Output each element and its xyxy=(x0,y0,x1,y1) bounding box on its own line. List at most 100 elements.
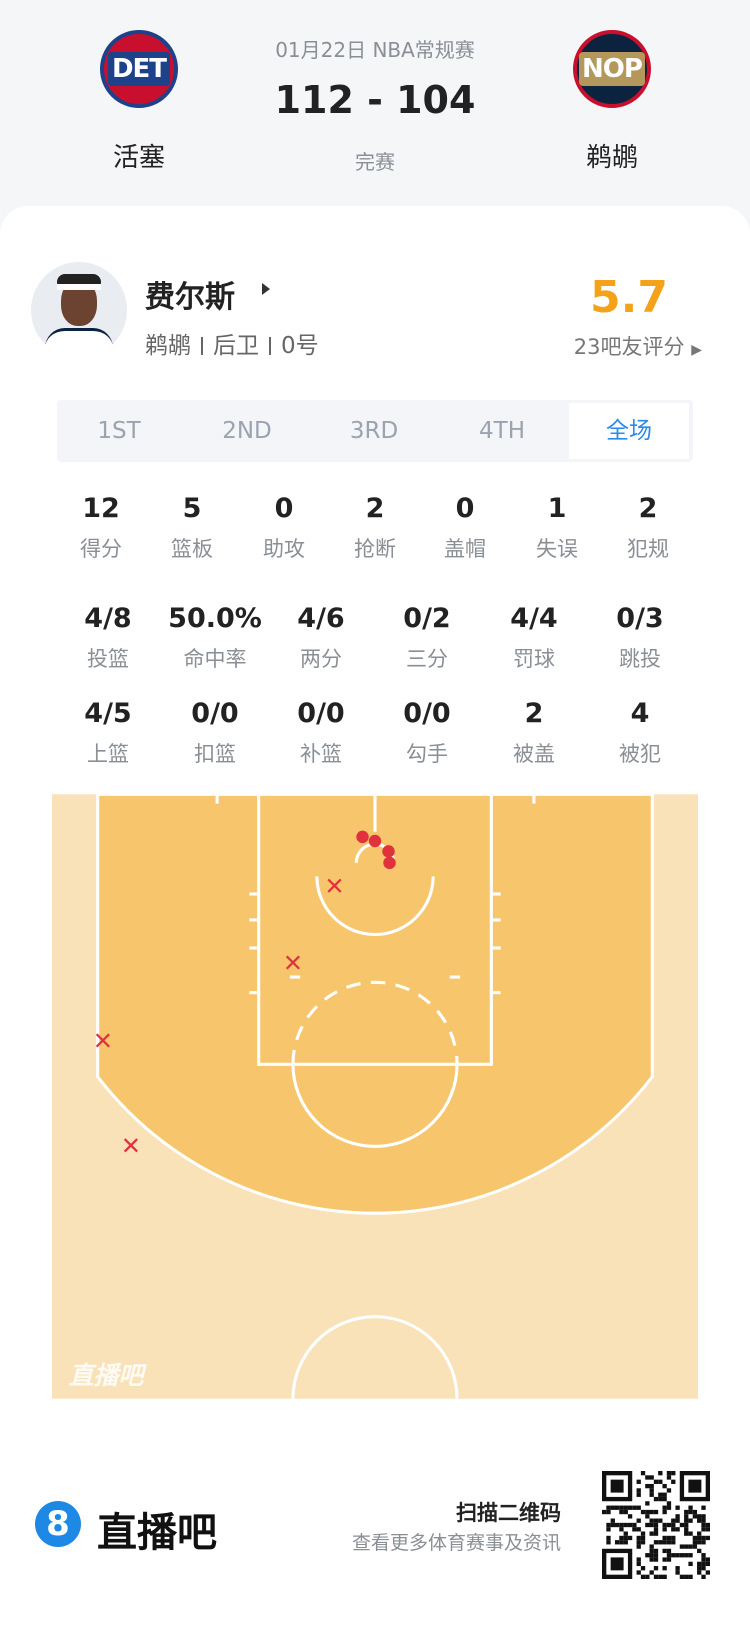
player-avatar xyxy=(31,262,127,358)
qr-module xyxy=(705,1557,710,1562)
home-logo-text: DET xyxy=(107,52,171,86)
qr-module xyxy=(653,1553,659,1558)
qr-module xyxy=(684,1509,689,1515)
stat-label: 得分 xyxy=(80,537,122,561)
stat-value: 4/8 xyxy=(84,603,132,634)
stat-label: 勾手 xyxy=(406,742,448,766)
qr-module xyxy=(666,1505,672,1510)
qr-code[interactable] xyxy=(600,1471,712,1579)
qr-module xyxy=(697,1566,702,1571)
qr-module xyxy=(688,1561,693,1567)
qr-module xyxy=(701,1561,706,1567)
qr-module xyxy=(606,1522,611,1528)
qr-module xyxy=(623,1535,628,1541)
qr-module xyxy=(701,1566,706,1571)
made-shot xyxy=(383,856,396,870)
qr-module xyxy=(636,1570,641,1575)
shot-chart: 直播吧 xyxy=(52,794,698,1399)
qr-module xyxy=(697,1518,702,1523)
period-tab[interactable]: 2ND xyxy=(222,418,272,444)
qr-module xyxy=(701,1518,706,1523)
qr-module xyxy=(658,1492,663,1497)
qr-module xyxy=(662,1535,667,1541)
stat-label: 助攻 xyxy=(263,537,305,561)
qr-module xyxy=(653,1479,659,1484)
away-logo: NOP xyxy=(573,30,651,108)
qr-module xyxy=(653,1566,659,1571)
stat-label: 命中率 xyxy=(183,647,247,671)
qr-module xyxy=(671,1553,676,1558)
player-name[interactable]: 费尔斯 xyxy=(145,280,235,315)
qr-module xyxy=(666,1475,672,1480)
qr-module xyxy=(640,1566,646,1571)
period-tab[interactable]: 3RD xyxy=(349,418,399,444)
qr-module xyxy=(645,1509,650,1515)
qr-module xyxy=(688,1518,693,1523)
made-shot xyxy=(356,830,369,844)
rating-label[interactable]: 23吧友评分 ▶ xyxy=(573,335,702,359)
score: 112 - 104 xyxy=(274,78,476,122)
qr-module xyxy=(645,1574,650,1579)
qr-module xyxy=(688,1479,702,1493)
qr-module xyxy=(623,1531,628,1536)
qr-module xyxy=(614,1540,620,1545)
stat-value: 5 xyxy=(182,493,202,524)
home-name: 活塞 xyxy=(112,143,166,173)
period-tab[interactable]: 1ST xyxy=(97,418,141,444)
scan-subtitle: 查看更多体育赛事及资讯 xyxy=(351,1532,561,1554)
qr-module xyxy=(662,1574,667,1579)
stat-label: 扣篮 xyxy=(194,742,236,766)
qr-module xyxy=(705,1522,710,1528)
qr-module xyxy=(666,1540,672,1545)
made-shot xyxy=(368,834,382,848)
stat-value: 1 xyxy=(547,493,567,524)
period-tab[interactable]: 全场 xyxy=(569,403,689,459)
qr-module xyxy=(666,1535,672,1541)
qr-module xyxy=(697,1514,702,1519)
period-tab[interactable]: 4TH xyxy=(479,418,525,444)
stat-value: 0/3 xyxy=(616,603,664,634)
watermark: 直播吧 xyxy=(69,1361,148,1390)
stat-label: 抢断 xyxy=(354,537,396,561)
qr-module xyxy=(671,1479,676,1484)
qr-module xyxy=(614,1505,620,1510)
qr-module xyxy=(705,1535,710,1541)
stat-label: 上篮 xyxy=(87,742,129,766)
home-logo: DET xyxy=(100,30,178,108)
stat-value: 2 xyxy=(524,698,544,729)
qr-module xyxy=(632,1527,637,1532)
qr-module xyxy=(649,1483,654,1489)
rating: 5.7 xyxy=(590,272,668,323)
qr-module xyxy=(645,1553,650,1558)
qr-module xyxy=(649,1475,654,1480)
qr-module xyxy=(610,1505,615,1510)
qr-module xyxy=(645,1522,650,1528)
qr-module xyxy=(627,1505,633,1510)
qr-module xyxy=(666,1548,672,1554)
qr-module xyxy=(653,1557,659,1562)
qr-module xyxy=(684,1553,689,1558)
qr-module xyxy=(675,1570,680,1575)
qr-module xyxy=(610,1518,615,1523)
qr-module xyxy=(671,1518,676,1523)
stat-label: 投篮 xyxy=(87,647,129,671)
brand-name: 直播吧 xyxy=(97,1510,217,1556)
qr-module xyxy=(653,1548,659,1554)
qr-module xyxy=(645,1475,650,1480)
qr-module xyxy=(610,1479,624,1493)
qr-module xyxy=(688,1505,693,1510)
stat-label: 篮板 xyxy=(171,537,213,561)
qr-module xyxy=(649,1548,654,1554)
qr-module xyxy=(662,1566,667,1571)
qr-module xyxy=(649,1531,654,1536)
qr-module xyxy=(675,1527,680,1532)
qr-module xyxy=(675,1553,680,1558)
stat-value: 2 xyxy=(365,493,385,524)
qr-module xyxy=(697,1531,702,1536)
qr-module xyxy=(653,1509,659,1515)
qr-module xyxy=(679,1522,685,1528)
qr-module xyxy=(653,1540,659,1545)
away-logo-text: NOP xyxy=(579,52,645,86)
qr-module xyxy=(662,1496,667,1502)
qr-module xyxy=(662,1527,667,1532)
